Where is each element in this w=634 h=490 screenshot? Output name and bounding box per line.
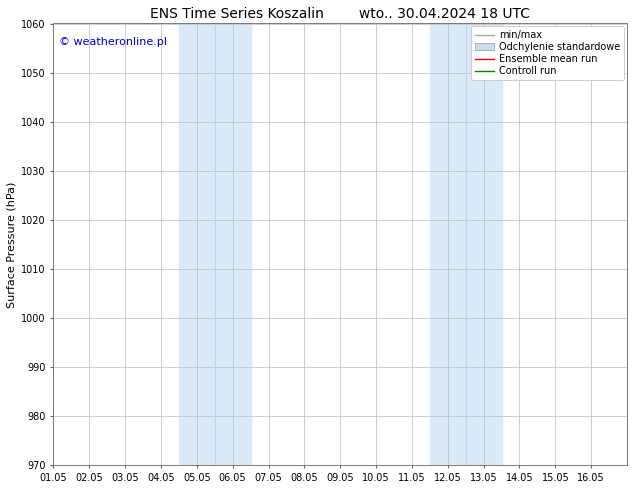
Bar [430,24,501,465]
Y-axis label: Surface Pressure (hPa): Surface Pressure (hPa) [7,181,17,308]
Legend: min/max, Odchylenie standardowe, Ensemble mean run, Controll run: min/max, Odchylenie standardowe, Ensembl… [471,26,624,80]
Text: © weatheronline.pl: © weatheronline.pl [59,37,167,47]
Title: ENS Time Series Koszalin        wto.. 30.04.2024 18 UTC: ENS Time Series Koszalin wto.. 30.04.202… [150,7,530,21]
Bar [179,24,250,465]
